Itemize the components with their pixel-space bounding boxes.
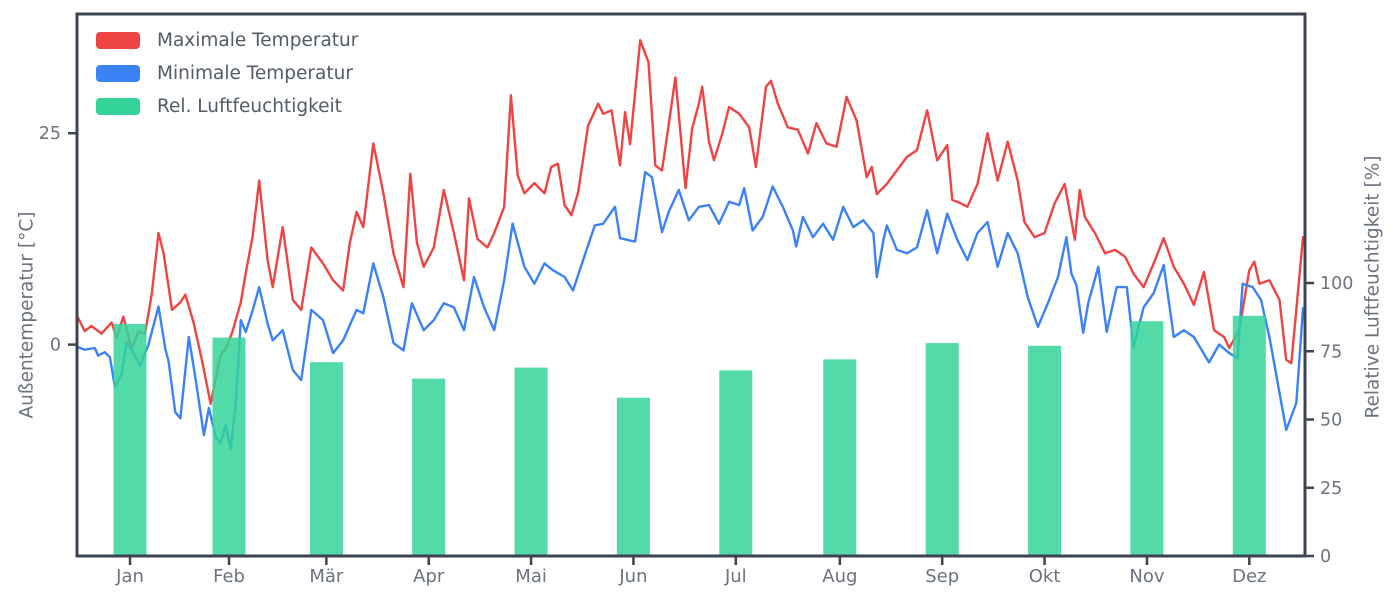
x-tick-label-apr: Apr xyxy=(413,566,445,587)
legend-label: Maximale Temperatur xyxy=(157,30,359,51)
plot-border xyxy=(75,12,1307,558)
data-layer xyxy=(78,39,1304,555)
x-tick-label-dez: Dez xyxy=(1232,566,1266,587)
humidity-bar-feb xyxy=(212,337,246,555)
legend-item-max-temp: Maximale Temperatur xyxy=(96,30,358,51)
left-tick-label: 25 xyxy=(39,124,61,144)
humidity-bar-mai xyxy=(514,367,548,555)
legend-item-humidity: Rel. Luftfeuchtigkeit xyxy=(96,96,358,117)
humidity-bar-nov xyxy=(1130,321,1164,555)
max-temp-swatch xyxy=(96,32,140,49)
max-temp-line xyxy=(78,39,1304,405)
legend: Maximale Temperatur Minimale Temperatur … xyxy=(96,30,358,117)
legend-label: Minimale Temperatur xyxy=(157,63,353,84)
humidity-bar-jul xyxy=(719,370,753,555)
right-axis-title: Relative Luftfeuchtigkeit [%] xyxy=(1362,155,1384,419)
left-axis-title: Außentemperatur [°C] xyxy=(16,211,38,419)
right-tick-label: 75 xyxy=(1320,342,1342,362)
humidity-bar-jun xyxy=(616,397,650,555)
legend-label: Rel. Luftfeuchtigkeit xyxy=(157,96,342,117)
x-tick-label-mai: Mai xyxy=(515,566,547,587)
humidity-bar-apr xyxy=(412,378,446,555)
humidity-bar-dez xyxy=(1232,315,1266,555)
legend-item-min-temp: Minimale Temperatur xyxy=(96,63,358,84)
humidity-bar-aug xyxy=(823,359,857,555)
x-tick-label-mär: Mär xyxy=(309,566,344,587)
right-tick-label: 100 xyxy=(1320,274,1353,294)
x-tick-label-jun: Jun xyxy=(618,566,647,587)
x-tick-label-jan: Jan xyxy=(115,566,144,587)
humidity-swatch xyxy=(96,98,140,115)
x-tick-label-feb: Feb xyxy=(213,566,245,587)
x-tick-label-sep: Sep xyxy=(925,566,959,587)
humidity-bar-mär xyxy=(309,362,343,555)
x-tick-label-aug: Aug xyxy=(822,566,857,587)
right-tick-label: 25 xyxy=(1320,479,1342,499)
right-tick-label: 0 xyxy=(1320,547,1331,567)
x-tick-label-okt: Okt xyxy=(1029,566,1061,587)
x-tick-label-jul: Jul xyxy=(724,566,747,587)
min-temp-swatch xyxy=(96,65,140,82)
right-tick-label: 50 xyxy=(1320,411,1342,431)
humidity-bar-okt xyxy=(1028,345,1062,555)
left-tick-label: 0 xyxy=(50,336,61,356)
humidity-bar-jan xyxy=(113,323,147,555)
x-tick-label-nov: Nov xyxy=(1129,566,1164,587)
humidity-bar-sep xyxy=(925,343,959,555)
